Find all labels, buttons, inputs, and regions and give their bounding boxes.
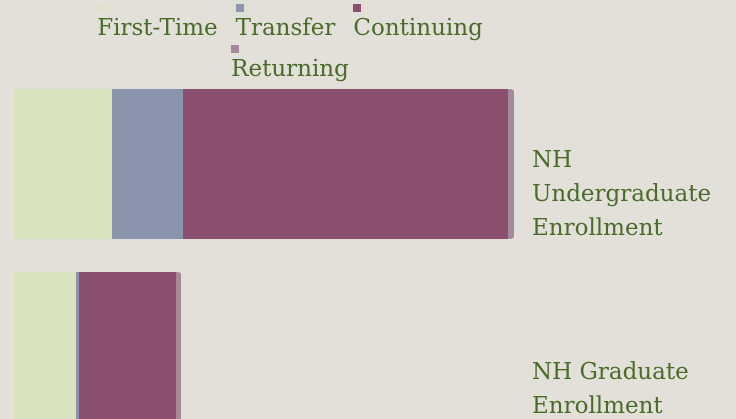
legend-item: First-Time: [97, 4, 218, 45]
category-label: NH Undergraduate Enrollment: [532, 147, 712, 241]
bar-segment: [183, 89, 509, 239]
legend-label: Continuing: [353, 15, 483, 41]
bar-segment: [508, 89, 514, 239]
legend-item: Transfer: [235, 4, 336, 45]
category-label: NH Graduate Enrollment: [532, 359, 689, 419]
bar-segment: [14, 272, 77, 419]
legend-label: First-Time: [97, 15, 218, 41]
bar-segment: [14, 89, 113, 239]
legend-swatch: [235, 4, 244, 12]
bar-segment: [176, 272, 181, 419]
legend-swatch: [97, 4, 106, 12]
legend: First-Time Transfer Continuing Returning: [30, 4, 550, 86]
bar-segment: [76, 272, 80, 419]
bar-segment: [79, 272, 177, 419]
legend-label: Transfer: [235, 15, 336, 41]
legend-swatch: [231, 45, 240, 53]
legend-item: Continuing: [353, 4, 483, 45]
legend-swatch: [353, 4, 362, 12]
legend-label: Returning: [231, 56, 349, 82]
legend-item: Returning: [231, 45, 349, 86]
bar-segment: [112, 89, 184, 239]
